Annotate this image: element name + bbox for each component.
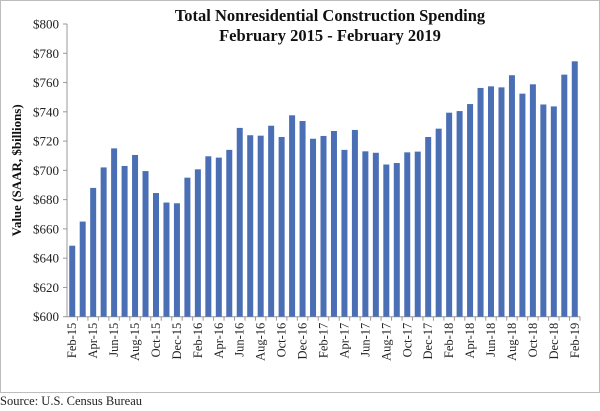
x-tick-label: Jun-15 — [107, 323, 121, 357]
y-tick-label: $720 — [33, 134, 59, 149]
y-tick-label: $600 — [33, 309, 59, 324]
bar-sep-17 — [393, 163, 400, 317]
bar-may-18 — [477, 87, 484, 317]
x-tick-label: Jun-17 — [358, 323, 372, 357]
y-tick-label: $780 — [33, 46, 59, 61]
bar-may-16 — [226, 149, 233, 317]
x-tick-label: Jun-16 — [233, 323, 247, 357]
bar-aug-18 — [508, 75, 515, 317]
bar-jun-17 — [362, 151, 369, 317]
bar-aug-15 — [132, 154, 139, 317]
bar-jan-16 — [184, 177, 191, 317]
bar-mar-16 — [205, 156, 212, 317]
y-tick-label: $800 — [33, 17, 59, 32]
chart-title: Total Nonresidential Construction Spendi… — [174, 6, 486, 25]
y-tick-label: $680 — [33, 192, 59, 207]
bar-jun-15 — [111, 148, 118, 317]
y-tick-label: $660 — [33, 221, 59, 236]
chart-title-block: Total Nonresidential Construction Spendi… — [60, 6, 600, 46]
bar-oct-18 — [529, 84, 536, 317]
x-tick-label: Dec-17 — [421, 323, 435, 360]
bar-may-15 — [100, 167, 107, 317]
bar-jan-19 — [561, 74, 568, 317]
y-axis-label: Value (SAAR, $billions) — [9, 104, 24, 236]
chart-subtitle: February 2015 - February 2019 — [219, 26, 441, 45]
bar-jul-15 — [121, 165, 128, 317]
y-tick-label: $620 — [33, 280, 59, 295]
x-tick-label: Oct-18 — [526, 323, 540, 358]
bar-apr-17 — [341, 149, 348, 317]
x-tick-label: Jun-18 — [484, 323, 498, 357]
bar-feb-17 — [320, 135, 327, 317]
bar-sep-16 — [268, 125, 275, 317]
x-tick-label: Oct-17 — [400, 323, 414, 358]
bar-may-17 — [351, 129, 358, 317]
bar-jan-18 — [435, 128, 442, 317]
y-tick-label: $700 — [33, 163, 59, 178]
bar-jul-17 — [372, 152, 379, 317]
x-tick-label: Aug-15 — [128, 323, 142, 361]
x-tick-label: Dec-16 — [296, 323, 310, 360]
bar-mar-17 — [330, 130, 337, 317]
bar-oct-15 — [152, 193, 159, 317]
x-tick-label: Apr-18 — [463, 323, 477, 359]
y-tick-label: $740 — [33, 104, 59, 119]
bar-feb-15 — [69, 245, 76, 317]
bar-feb-19 — [571, 61, 578, 317]
bar-apr-15 — [90, 187, 97, 317]
x-tick-label: Dec-18 — [547, 323, 561, 360]
x-tick-label: Apr-17 — [337, 323, 351, 359]
bar-mar-15 — [79, 221, 86, 317]
bar-sep-18 — [519, 93, 526, 317]
x-tick-label: Feb-19 — [568, 323, 582, 358]
x-tick-label: Feb-16 — [191, 323, 205, 358]
bar-oct-16 — [278, 136, 285, 317]
bar-oct-17 — [404, 152, 411, 317]
x-tick-label: Feb-17 — [317, 323, 331, 358]
bar-jun-18 — [488, 86, 495, 317]
x-tick-label: Apr-16 — [212, 323, 226, 359]
x-tick-label: Aug-17 — [379, 323, 393, 361]
x-tick-label: Aug-18 — [505, 323, 519, 361]
bar-apr-16 — [215, 157, 222, 317]
bar-dec-18 — [550, 106, 557, 317]
bar-nov-18 — [540, 104, 547, 317]
bar-aug-16 — [257, 135, 264, 317]
bar-feb-16 — [194, 169, 201, 317]
x-tick-label: Feb-18 — [442, 323, 456, 358]
x-tick-label: Feb-15 — [65, 323, 79, 358]
bar-aug-17 — [383, 164, 390, 317]
bar-sep-15 — [142, 171, 149, 317]
bar-dec-15 — [173, 203, 180, 317]
y-tick-label: $640 — [33, 251, 59, 266]
bar-dec-17 — [425, 136, 432, 317]
bar-nov-15 — [163, 202, 170, 317]
bar-dec-16 — [299, 121, 306, 317]
x-tick-label: Oct-16 — [275, 323, 289, 358]
bar-feb-18 — [446, 112, 453, 317]
source-note: Source: U.S. Census Bureau — [0, 394, 142, 408]
bar-mar-18 — [456, 111, 463, 317]
bar-jun-16 — [236, 127, 243, 317]
y-tick-label: $760 — [33, 75, 59, 90]
bar-nov-17 — [414, 151, 421, 317]
bar-jan-17 — [310, 138, 317, 317]
x-tick-label: Aug-16 — [254, 323, 268, 361]
bar-jul-16 — [247, 135, 254, 317]
x-tick-label: Oct-15 — [149, 323, 163, 358]
bar-jul-18 — [498, 87, 505, 317]
bar-nov-16 — [289, 115, 296, 317]
bar-apr-18 — [467, 104, 474, 317]
x-tick-label: Dec-15 — [170, 323, 184, 360]
x-tick-label: Apr-15 — [86, 323, 100, 359]
